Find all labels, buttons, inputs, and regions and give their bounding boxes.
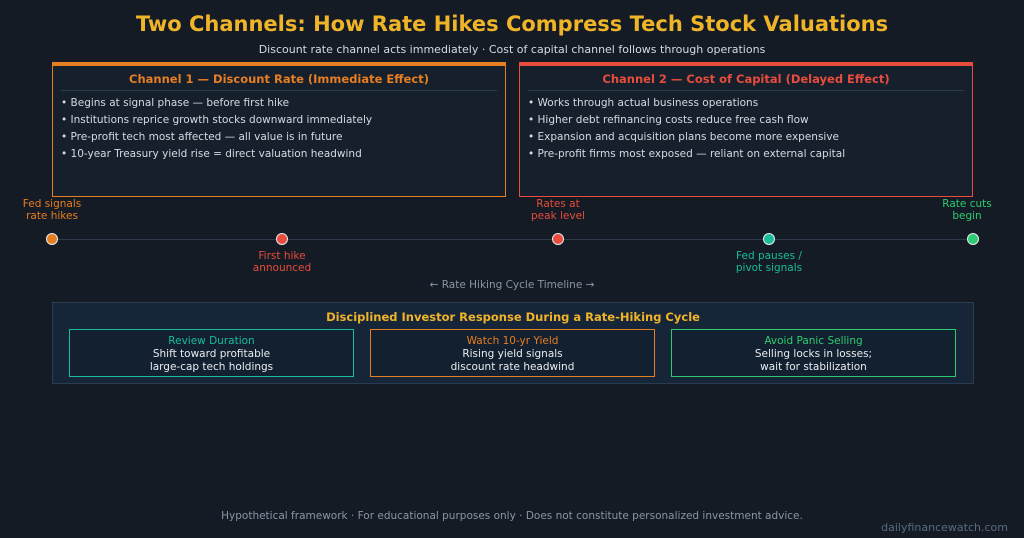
timeline-axis (52, 239, 974, 240)
timeline-dot-0 (46, 233, 58, 245)
bullet-item: • Pre-profit firms most exposed — relian… (528, 148, 846, 160)
timeline-event-label-0: Fed signals rate hikes (0, 198, 107, 222)
investor-response-title: Disciplined Investor Response During a R… (326, 310, 700, 324)
page-subtitle: Discount rate channel acts immediately ·… (258, 43, 766, 56)
event-label-line: Fed pauses / (736, 250, 802, 262)
timeline-event-label-3: Fed pauses / pivot signals (714, 250, 824, 274)
response-box-heading: Review Duration (168, 335, 255, 347)
page-title: Two Channels: How Rate Hikes Compress Te… (135, 12, 889, 36)
channel-2-bullets: • Works through actual business operatio… (520, 91, 972, 163)
response-box-text: large-cap tech holdings (149, 361, 274, 373)
response-box-heading: Avoid Panic Selling (764, 335, 863, 347)
bullet-item: • Institutions reprice growth stocks dow… (61, 114, 373, 126)
response-box-text: Shift toward profitable (152, 348, 271, 360)
response-box-review-duration: Review Duration Shift toward profitable … (69, 329, 354, 377)
response-box-avoid-panic: Avoid Panic Selling Selling locks in los… (671, 329, 956, 377)
bullet-item: • Begins at signal phase — before first … (61, 97, 290, 109)
response-box-watch-yield: Watch 10-yr Yield Rising yield signals d… (370, 329, 655, 377)
bullet-item: • Expansion and acquisition plans become… (528, 131, 840, 143)
bullet-item: • 10-year Treasury yield rise = direct v… (61, 148, 362, 160)
disclaimer-footer: Hypothetical framework · For educational… (221, 510, 803, 522)
bullet-item: • Pre-profit tech most affected — all va… (61, 131, 343, 143)
timeline-dot-3 (763, 233, 775, 245)
channel-1-panel: Channel 1 — Discount Rate (Immediate Eff… (52, 62, 506, 197)
bullet-item: • Higher debt refinancing costs reduce f… (528, 114, 809, 126)
response-box-text: Selling locks in losses; (754, 348, 873, 360)
timeline-event-label-4: Rate cuts begin (912, 198, 1022, 222)
event-label-line: rate hikes (26, 210, 78, 222)
bullet-item: • Works through actual business operatio… (528, 97, 759, 109)
response-box-text: wait for stabilization (760, 361, 867, 373)
channel-2-panel: Channel 2 — Cost of Capital (Delayed Eff… (519, 62, 973, 197)
timeline-caption: ← Rate Hiking Cycle Timeline → (429, 279, 595, 291)
channel-1-bullets: • Begins at signal phase — before first … (53, 91, 505, 163)
event-label-line: First hike (258, 250, 306, 262)
timeline-event-label-1: First hike announced (227, 250, 337, 274)
timeline-dot-1 (276, 233, 288, 245)
channel-2-heading: Channel 2 — Cost of Capital (Delayed Eff… (528, 66, 964, 91)
response-box-text: discount rate headwind (450, 361, 575, 373)
event-label-line: announced (252, 262, 312, 274)
site-watermark: dailyfinancewatch.com (881, 521, 1008, 534)
investor-response-panel: Disciplined Investor Response During a R… (52, 302, 974, 384)
response-box-text: Rising yield signals (462, 348, 563, 360)
event-label-line: peak level (531, 210, 585, 222)
timeline-event-label-2: Rates at peak level (503, 198, 613, 222)
event-label-line: begin (952, 210, 982, 222)
event-label-line: Rate cuts (942, 198, 992, 210)
event-label-line: pivot signals (735, 262, 803, 274)
event-label-line: Fed signals (22, 198, 82, 210)
response-box-heading: Watch 10-yr Yield (466, 335, 559, 347)
channel-1-heading: Channel 1 — Discount Rate (Immediate Eff… (61, 66, 497, 91)
timeline-dot-2 (552, 233, 564, 245)
timeline-dot-4 (967, 233, 979, 245)
event-label-line: Rates at (536, 198, 580, 210)
